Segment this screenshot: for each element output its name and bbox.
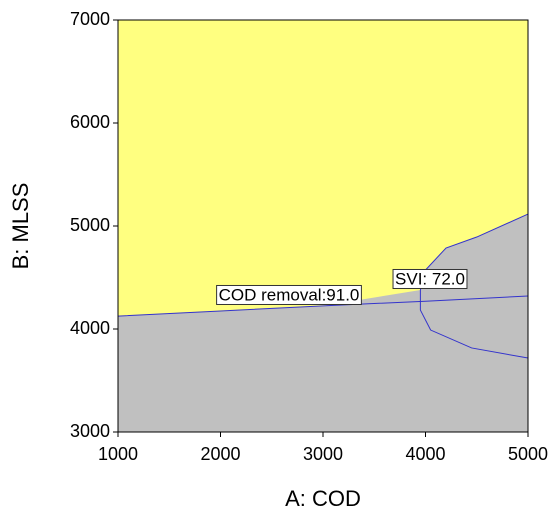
y-tick-label: 7000 [70,9,110,29]
contour-label: COD removal:91.0 [216,284,362,305]
label-box [392,268,468,289]
label-text: COD removal:91.0 [219,285,360,304]
x-tick-label: 1000 [98,444,138,464]
x-axis-title: A: COD [285,486,361,511]
x-tick-label: 2000 [200,444,240,464]
y-tick-label: 6000 [70,112,110,132]
contour-line [419,213,529,359]
contour-line [117,295,529,317]
x-tick-label: 4000 [405,444,445,464]
x-tick-label: 5000 [508,444,548,464]
label-text: SVI: 72.0 [395,269,465,288]
y-axis-title: B: MLSS [8,183,33,270]
contour-label: SVI: 72.0 [392,268,468,289]
label-box [216,284,362,305]
y-tick-label: 5000 [70,215,110,235]
y-tick-label: 4000 [70,318,110,338]
y-tick-label: 3000 [70,421,110,441]
x-tick-label: 3000 [303,444,343,464]
feasible-region [118,20,528,317]
